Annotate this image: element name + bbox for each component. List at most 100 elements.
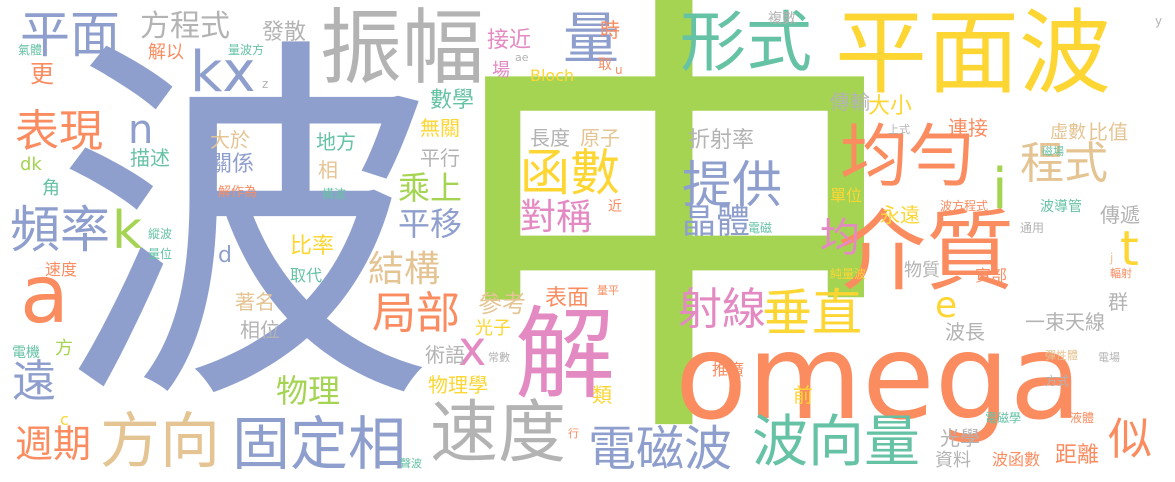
word-juli: 距離 [1055,443,1100,468]
word-quxiao: 取代 [290,266,323,285]
word-yishu: 一束天線 [1025,310,1105,334]
word-shexian: 射線 [678,284,766,335]
word-fushu: 複數 [768,11,796,27]
word-zhong: 中 [440,0,910,482]
word-ziliao: 資料 [935,450,971,471]
word-guangzi: 光子 [475,318,511,339]
word-qian: 前 [793,383,813,407]
word-wuli: 物理 [276,372,341,410]
word-dianci2: 電磁 [748,221,773,235]
word-jiejin: 接近 [487,28,532,53]
word-bloch: Bloch [530,66,575,85]
word-zheshelv: 折射率 [688,128,755,153]
word-omega: omega [675,308,1082,446]
word-fushe: 輻射 [1110,267,1132,280]
word-dianchang: 電場 [1098,351,1120,364]
word-dianci: 電磁波 [588,421,733,477]
word-hengbo: 橫波 [322,187,347,201]
word-zhouqi: 週期 [15,422,92,466]
word-sishi: 似 [1108,414,1152,465]
word-fangshi: 方式 [1045,374,1070,388]
word-daxiao: 大小 [868,94,913,119]
word-liangwei: 量位 [148,247,173,261]
word-x: x [458,321,487,377]
word-changshu: 常數 [488,351,510,364]
word-wuguan: 無關 [420,116,460,140]
word-pinlv: 頻率 [10,201,110,259]
word-chuandi: 傳遞 [1100,203,1140,227]
word-d: d [218,243,232,268]
word-dk: dk [20,154,42,175]
word-bofangchengshi: 波方程式 [940,199,989,213]
word-wuzhi: 物質 [904,260,940,281]
word-c: c [60,410,69,429]
word-duichen: 對稱 [520,197,593,238]
word-ae: ae [515,51,529,64]
word-kx: kx [190,40,256,105]
word-chang: 場 [492,60,510,81]
word-xiang: 行 [568,427,579,440]
word-changdu: 長度 [530,126,570,150]
word-n: n [128,107,154,153]
word-jie: 解 [515,296,615,413]
word-cankao: 參考 [478,290,526,318]
word-qiti: 氣體 [18,43,43,57]
word-a: a [20,248,70,341]
word-biaoxian: 表現 [15,106,103,157]
word-jiegou: 結構 [368,249,441,290]
word-danwei: 單位 [830,186,863,205]
word-bochang: 波長 [945,320,985,344]
word-shangshi: 上式 [888,123,910,136]
word-qun: 群 [1108,290,1128,314]
word-guangxue: 光學 [940,426,980,450]
word-diancixue: 電磁學 [985,411,1022,425]
word-bochangliang: 波向量 [752,410,920,475]
word-y: y [1155,14,1163,28]
word-tanxingti: 彈性體 [1045,349,1078,362]
word-bilv: 比率 [290,234,335,259]
word-bodaoguan: 波導管 [1040,199,1082,215]
word-zhenfu: 振幅 [320,1,485,96]
word-xingshi: 形式 [680,4,812,81]
word-jiezuowei: 解作為 [218,185,258,200]
word-guding: 固定相 [232,410,407,478]
word-bo: 波 [55,8,435,451]
word-pingxing: 平行 [420,146,460,170]
word-shuxue: 數學 [430,88,475,113]
word-jieyi: 解以 [148,42,184,63]
word-bizhi: 比值 [1088,120,1128,144]
word-shibu: 實部 [975,266,1008,285]
word-xiangwei: 相位 [240,318,280,342]
word-chengshang: 乘上 [398,169,463,207]
word-fashe: 發散 [262,20,307,45]
word-shi: 時 [600,18,620,42]
word-jiezhi: 介質 [838,200,1015,303]
word-liangping: 量平 [597,284,619,297]
word-bohanshu: 波函數 [992,450,1041,469]
word-yongyuan: 永遠 [880,203,920,227]
word-jin: 近 [608,199,622,215]
word-zhuming: 著名 [235,290,275,314]
word-lianjie: 連接 [948,116,988,140]
word-yeti: 液體 [1070,411,1095,425]
word-jingti: 晶體 [682,202,750,242]
word-difang: 地方 [316,130,356,154]
word-sudu: 速度 [430,394,567,473]
word-pingmianbo: 平面波 [835,0,1112,107]
word-geng: 更 [30,60,54,88]
word-z: z [262,77,269,91]
word-fangxiang: 方向 [100,407,220,477]
word-liangbofang: 量波方 [228,43,265,57]
word-dayu: 大於 [210,128,250,152]
word-chuizhi: 垂直 [762,284,862,342]
word-chengshi: 程式 [1020,138,1108,189]
word-tuiguang: 推廣 [712,360,745,379]
word-hanshu: 函數 [520,144,620,202]
word-tigong: 提供 [682,156,782,214]
word-biaomian: 表面 [545,286,590,311]
word-k: k [112,201,143,261]
word-shuyu: 術語 [425,343,465,367]
word-sudu2: 速度 [45,260,78,279]
word-t: t [1120,221,1139,277]
